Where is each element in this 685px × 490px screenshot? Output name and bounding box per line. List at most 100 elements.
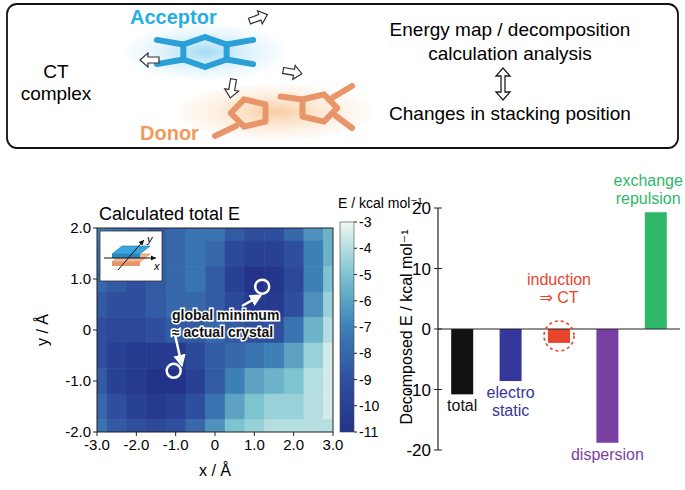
heat-cell	[127, 368, 147, 394]
heat-cell	[245, 241, 265, 267]
heat-cell	[97, 343, 107, 369]
heat-cell	[127, 419, 147, 432]
method-label: Energy map / decomposition	[390, 19, 631, 40]
inset-label: x	[153, 260, 160, 272]
x-tick-label: 2.0	[283, 436, 304, 453]
inset-frame	[100, 231, 162, 281]
x-tick-label: 1.0	[244, 436, 265, 453]
heat-cell	[205, 228, 225, 241]
donor-label: Donor	[140, 122, 199, 144]
inset-acceptor	[112, 254, 140, 258]
heat-cell	[245, 419, 265, 432]
heat-cell	[166, 394, 186, 420]
category-label: induction⇒ CT	[527, 271, 591, 306]
heat-cell	[264, 228, 284, 241]
heat-cell	[107, 394, 127, 420]
minimum-marker	[167, 364, 181, 378]
heat-cell	[225, 228, 245, 241]
heat-cell	[264, 241, 284, 267]
category-label: electrostatic	[487, 384, 535, 419]
heat-cell	[304, 292, 324, 318]
heatmap-cells	[97, 228, 333, 432]
heat-cell	[205, 394, 225, 420]
heat-cell	[186, 419, 206, 432]
arrow	[247, 8, 270, 28]
heat-cell	[323, 228, 333, 241]
y-tick-label: 0	[422, 320, 431, 339]
y-tick-label: -1.0	[65, 372, 91, 389]
inset-arrowhead	[139, 240, 145, 246]
y-tick-label: -20	[406, 441, 431, 460]
heat-cell	[264, 419, 284, 432]
heat-cell	[107, 317, 127, 343]
bars	[451, 212, 667, 443]
heat-cell	[146, 343, 166, 369]
heat-cell	[225, 394, 245, 420]
heat-cell	[107, 292, 127, 318]
heat-cell	[186, 394, 206, 420]
donor-glow	[177, 84, 373, 140]
heat-cell	[186, 241, 206, 267]
donor-bond	[332, 86, 352, 98]
heat-cell	[186, 266, 206, 292]
bar	[645, 212, 667, 329]
donor-bond	[336, 116, 352, 128]
inset-axis	[118, 240, 144, 270]
heat-cell	[205, 266, 225, 292]
colorbar-tick-label: -7	[359, 319, 372, 335]
heat-cell	[107, 368, 127, 394]
heat-cell	[245, 343, 265, 369]
heat-cell	[323, 292, 333, 318]
y-tick	[434, 450, 442, 451]
heat-cell	[284, 343, 304, 369]
donor-bond	[281, 97, 303, 100]
y-tick	[93, 432, 97, 433]
heat-cell	[225, 368, 245, 394]
heat-cell	[127, 317, 147, 343]
donor-ring	[231, 99, 266, 126]
y-tick	[93, 330, 97, 331]
y-tick-label: -2.0	[65, 423, 91, 440]
heat-cell	[146, 292, 166, 318]
colorbar-tick-label: -10	[359, 398, 379, 414]
heat-cell	[284, 292, 304, 318]
heat-cell	[146, 394, 166, 420]
acceptor-bond	[227, 60, 253, 65]
ct-label: CT	[43, 61, 69, 82]
colorbar-tick-label: -11	[359, 424, 378, 440]
figure: AcceptorDonorCTcomplexEnergy map / decom…	[0, 0, 685, 490]
x-tick-label: -1.0	[163, 436, 189, 453]
heat-cell	[323, 368, 333, 394]
heat-cell	[146, 419, 166, 432]
annotation: global minimum	[172, 307, 279, 323]
heat-cell	[284, 228, 304, 241]
colorbar-tick	[354, 300, 357, 301]
heat-cell	[323, 317, 333, 343]
heat-cell	[205, 419, 225, 432]
y-tick-label: 0	[83, 321, 91, 338]
donor-bond	[215, 126, 236, 136]
heat-cell	[127, 292, 147, 318]
heat-cell	[186, 228, 206, 241]
heat-cell	[264, 368, 284, 394]
arrow	[282, 64, 303, 81]
heat-cell	[284, 241, 304, 267]
heat-cell	[284, 317, 304, 343]
x-tick-label: 0	[211, 436, 219, 453]
heat-cell	[205, 343, 225, 369]
colorbar-tick-label: -9	[359, 372, 372, 388]
label-line: repulsion	[616, 190, 681, 207]
ct-label: complex	[21, 83, 92, 104]
heat-cell	[264, 394, 284, 420]
colorbar-tick-label: -4	[359, 240, 372, 256]
heat-cell	[323, 419, 333, 432]
acceptor-glow	[125, 24, 285, 80]
category-label: total	[447, 397, 477, 414]
heat-cell	[97, 368, 107, 394]
y-tick	[93, 279, 97, 280]
colorbar-tick	[354, 432, 357, 433]
inset-label: y	[146, 233, 154, 245]
heat-cell	[304, 241, 324, 267]
heat-cell	[304, 266, 324, 292]
double-arrow	[496, 68, 510, 100]
